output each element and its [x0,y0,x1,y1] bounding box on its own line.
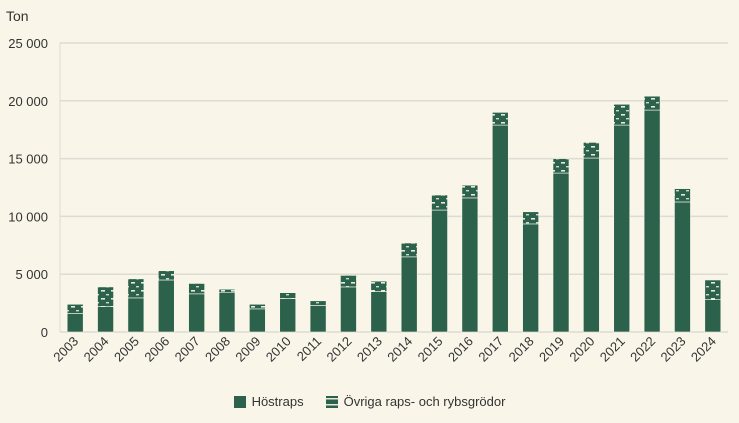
bar-ovriga-2012 [340,275,357,288]
bar-hostraps-2016 [461,197,479,333]
x-tick-label: 2020 [566,334,597,365]
bar-hostraps-2014 [400,256,418,333]
bar-ovriga-2021 [613,103,631,126]
bar-hostraps-2020 [583,157,600,333]
bar-ovriga-2009 [249,303,266,310]
bar-ovriga-2016 [461,184,479,199]
bar-hostraps-2005 [127,297,145,333]
y-tick-label: 5 000 [15,267,48,282]
bar-ovriga-2006 [157,270,175,281]
bar-hostraps-2023 [674,201,691,333]
bar-ovriga-2020 [583,142,600,159]
x-tick-label: 2005 [111,334,142,365]
x-tick-label: 2024 [688,334,719,365]
bar-hostraps-2007 [188,293,205,333]
x-tick-label: 2021 [597,334,628,365]
bar-ovriga-2018 [522,211,539,225]
bar-hostraps-2003 [66,313,84,333]
bar-hostraps-2021 [613,124,631,333]
bar-ovriga-2013 [370,280,388,292]
bar-ovriga-2024 [704,279,722,300]
bar-hostraps-2024 [704,299,722,333]
bar-ovriga-2014 [400,242,418,258]
legend: Höstraps Övriga raps- och rybsgrödor [0,394,739,409]
x-tick-label: 2014 [384,334,415,365]
bar-hostraps-2010 [279,298,297,333]
x-tick-label: 2010 [263,334,294,365]
bar-ovriga-2004 [97,286,114,307]
bar-hostraps-2008 [218,292,236,333]
y-tick-label: 10 000 [8,209,48,224]
bar-ovriga-2007 [188,283,205,295]
bar-ovriga-2005 [127,278,145,299]
bar-ovriga-2023 [674,188,691,203]
y-tick-label: 25 000 [8,36,48,51]
x-tick-label: 2004 [81,334,112,365]
x-tick-label: 2011 [294,334,324,364]
bar-hostraps-2022 [643,109,661,333]
bar-hostraps-2004 [97,306,114,333]
bar-ovriga-2017 [491,112,509,126]
y-axis-label: Ton [6,8,29,24]
y-tick-label: 20 000 [8,94,48,109]
y-tick-label: 0 [41,325,48,340]
x-tick-label: 2008 [202,334,233,365]
bar-hostraps-2019 [552,172,570,333]
bar-ovriga-2019 [552,158,570,174]
legend-swatch-dashed [325,395,338,408]
x-tick-label: 2018 [506,334,537,365]
x-tick-label: 2016 [445,334,476,365]
x-tick-label: 2007 [172,334,203,365]
bar-hostraps-2013 [370,291,388,333]
bar-hostraps-2017 [491,124,509,333]
bar-hostraps-2012 [340,286,357,333]
x-tick-label: 2019 [536,334,567,365]
x-tick-label: 2006 [141,334,172,365]
bar-hostraps-2006 [157,279,175,333]
bar-ovriga-2022 [643,95,661,111]
x-tick-label: 2017 [475,334,506,365]
x-tick-label: 2023 [658,334,689,365]
bar-hostraps-2009 [249,308,266,333]
bar-hostraps-2018 [522,223,539,333]
bar-hostraps-2015 [431,209,448,333]
bar-ovriga-2003 [66,303,84,314]
legend-swatch-solid [233,395,246,408]
legend-item-ovriga: Övriga raps- och rybsgrödor [325,394,505,409]
bar-ovriga-2015 [431,194,448,211]
bar-ovriga-2008 [218,288,236,293]
x-tick-label: 2013 [354,334,385,365]
bar-ovriga-2011 [309,300,327,306]
x-tick-label: 2022 [627,334,658,365]
legend-item-hostraps: Höstraps [233,394,304,409]
x-tick-label: 2009 [232,334,263,365]
x-tick-label: 2012 [324,334,355,365]
bar-ovriga-2010 [279,292,297,299]
y-tick-label: 15 000 [8,152,48,167]
bar-hostraps-2011 [309,305,327,333]
x-tick-label: 2003 [50,334,81,365]
x-tick-label: 2015 [415,334,446,365]
